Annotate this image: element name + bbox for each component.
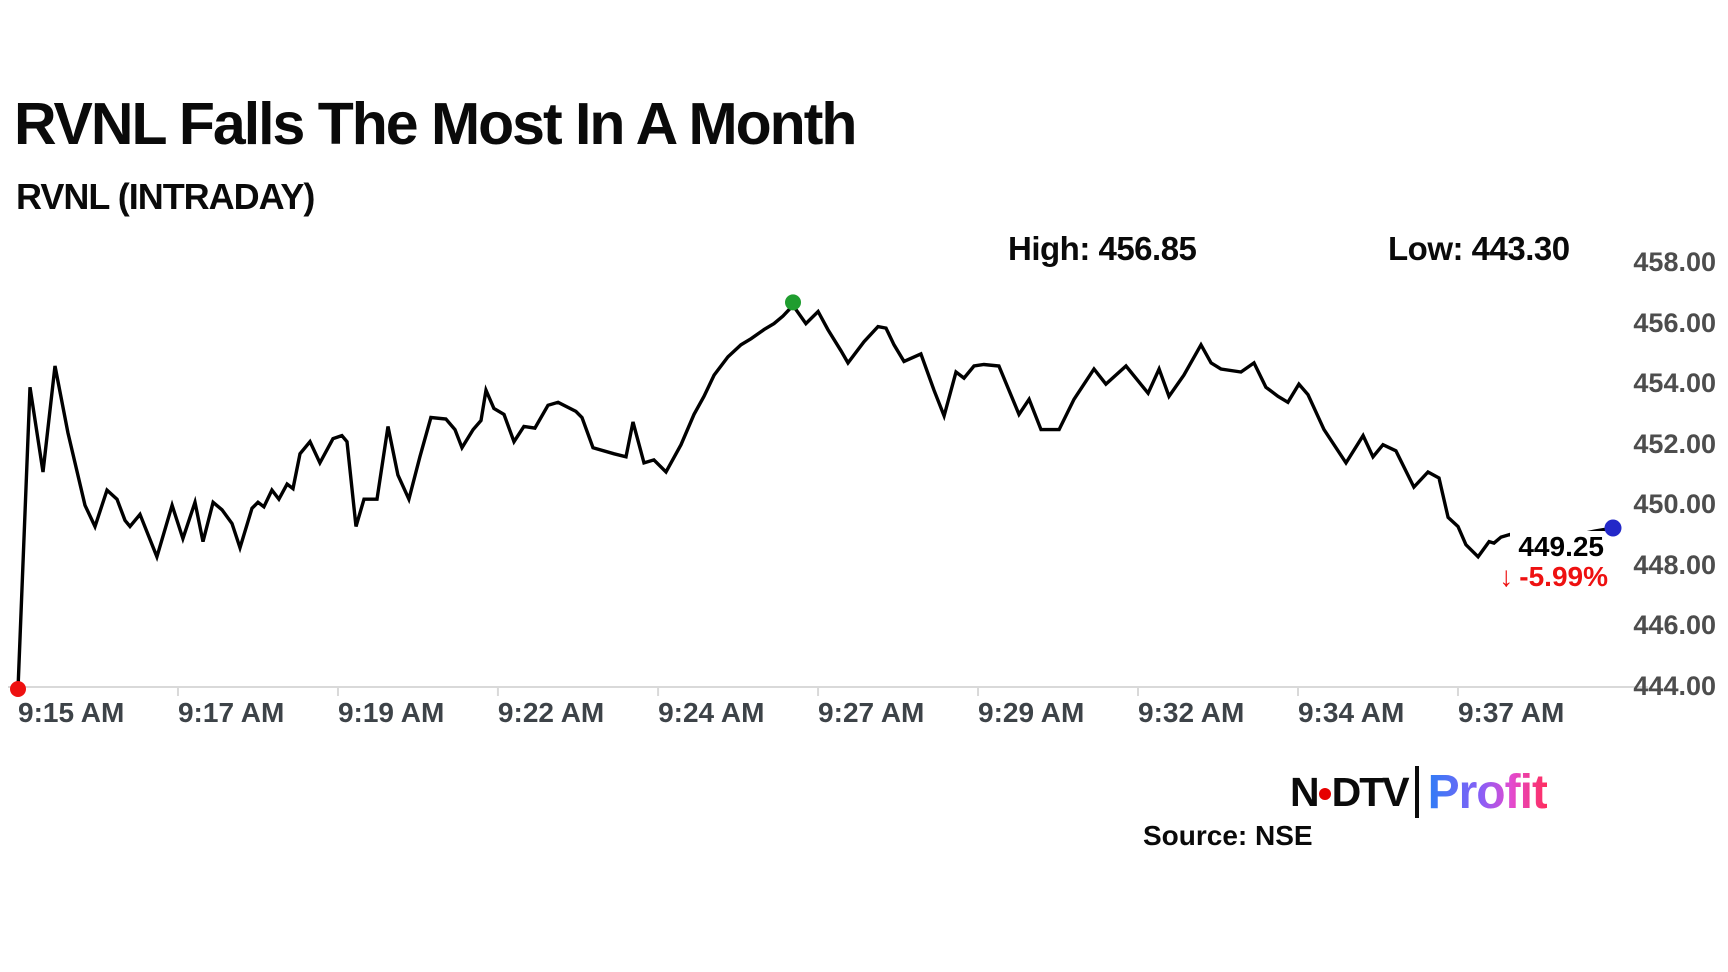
y-axis-label: 454.00 — [1633, 368, 1716, 399]
y-axis-label: 450.00 — [1633, 489, 1716, 520]
x-axis-label: 9:29 AM — [978, 697, 1085, 728]
chart-subtitle: RVNL (INTRADAY) — [16, 176, 315, 217]
y-axis-label: 456.00 — [1633, 307, 1716, 338]
y-axis-label: 452.00 — [1633, 428, 1716, 459]
source-label: Source: NSE — [1143, 820, 1313, 851]
ndtv-wordmark: N DTV — [1290, 768, 1410, 816]
y-axis-label: 446.00 — [1633, 610, 1716, 641]
page-title: RVNL Falls The Most In A Month — [14, 91, 857, 157]
session-low-marker — [10, 681, 26, 697]
ndtv-letter-n: N — [1290, 768, 1320, 815]
x-axis-label: 9:17 AM — [177, 697, 285, 728]
x-axis-label: 9:34 AM — [1297, 697, 1405, 728]
y-axis-label: 444.00 — [1633, 671, 1716, 701]
x-axis-label: 9:19 AM — [337, 697, 445, 728]
x-axis-label: 9:27 AM — [818, 697, 925, 728]
x-axis-label: 9:22 AM — [497, 697, 605, 728]
x-axis-label: 9:37 AM — [1457, 697, 1565, 728]
low-value-label: Low: 443.30 — [1388, 230, 1570, 267]
last-price-label: 449.25 — [1510, 531, 1604, 563]
y-axis-label: 448.00 — [1633, 549, 1716, 580]
change-percent-value: -5.99% — [1519, 561, 1608, 592]
price-line — [16, 302, 1614, 690]
ndtv-profit-logo: N DTV Profit — [1290, 765, 1548, 819]
last-price-marker — [1604, 519, 1622, 537]
x-axis-label: 9:32 AM — [1138, 697, 1245, 728]
down-arrow-icon: ↓ — [1499, 561, 1514, 592]
ndtv-letters-dtv: DTV — [1331, 768, 1410, 815]
x-axis-label: 9:24 AM — [658, 697, 765, 728]
session-high-marker — [785, 294, 802, 311]
y-axis-label: 458.00 — [1633, 247, 1716, 277]
profit-wordmark: Profit — [1427, 765, 1548, 819]
high-value-label: High: 456.85 — [1008, 230, 1197, 267]
ndtv-red-dot-icon — [1318, 788, 1331, 800]
x-axis-label: 9:15 AM — [18, 697, 125, 728]
change-percent-label: ↓ -5.99% — [1491, 561, 1608, 593]
logo-divider — [1414, 766, 1419, 818]
